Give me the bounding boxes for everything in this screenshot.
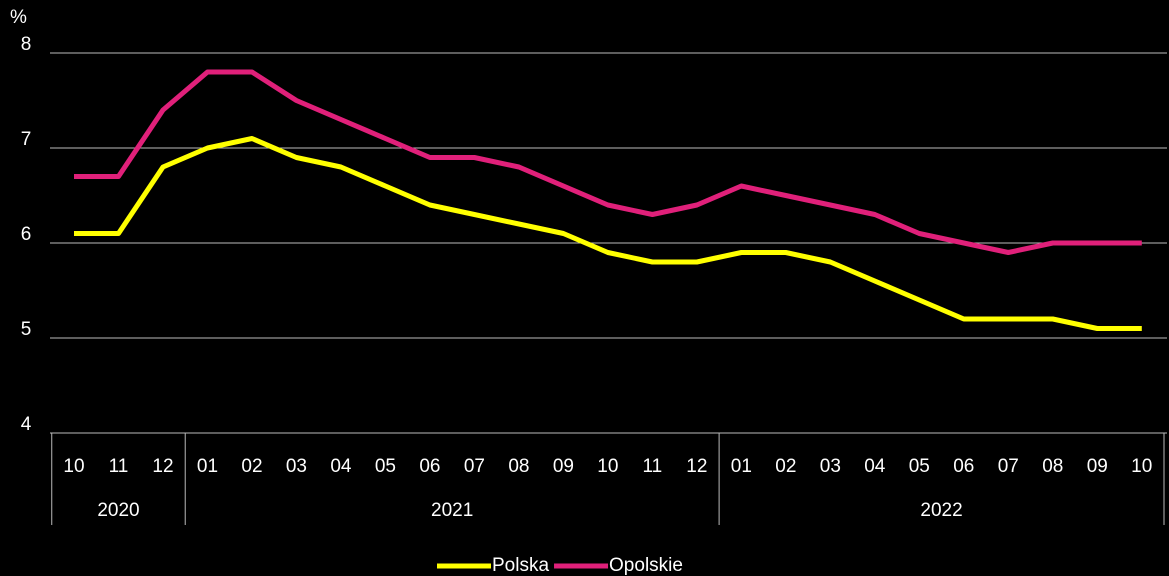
x-tick-label: 08 (508, 456, 529, 477)
x-tick-label: 05 (909, 456, 930, 477)
x-tick-label: 10 (63, 456, 84, 477)
group-label: 2022 (920, 500, 962, 521)
x-tick-label: 01 (731, 456, 752, 477)
x-tick-label: 01 (197, 456, 218, 477)
x-tick-label: 05 (375, 456, 396, 477)
x-tick-label: 10 (597, 456, 618, 477)
x-tick-label: 02 (241, 456, 262, 477)
x-tick-label: 08 (1042, 456, 1063, 477)
x-tick-label: 02 (775, 456, 796, 477)
y-tick-label: 4 (21, 414, 32, 435)
series-line (74, 69, 1142, 255)
legend-label: Polska (492, 555, 549, 576)
x-tick-label: 06 (953, 456, 974, 477)
x-tick-label: 07 (998, 456, 1019, 477)
y-tick-label: 8 (21, 34, 32, 55)
y-unit: % (10, 7, 27, 28)
x-tick-label: 04 (864, 456, 886, 477)
x-tick-label: 12 (686, 456, 707, 477)
x-tick-label: 03 (820, 456, 841, 477)
x-tick-label: 09 (1087, 456, 1108, 477)
x-tick-label: 04 (330, 456, 352, 477)
x-tick-label: 09 (553, 456, 574, 477)
x-tick-label: 11 (109, 456, 129, 477)
group-label: 2021 (431, 500, 473, 521)
group-label: 2020 (97, 500, 139, 521)
y-tick-label: 6 (21, 224, 32, 245)
series-line (74, 136, 1142, 331)
legend-label: Opolskie (609, 555, 683, 576)
x-tick-label: 06 (419, 456, 440, 477)
x-tick-label: 12 (152, 456, 173, 477)
x-tick-label: 11 (642, 456, 662, 477)
y-tick-label: 7 (21, 129, 32, 150)
x-tick-label: 10 (1131, 456, 1152, 477)
x-tick-label: 07 (464, 456, 485, 477)
x-tick-label: 03 (286, 456, 307, 477)
y-tick-label: 5 (21, 319, 32, 340)
